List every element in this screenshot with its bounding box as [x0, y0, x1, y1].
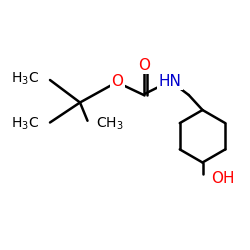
Text: OH: OH [211, 171, 235, 186]
Text: $\mathsf{H_3C}$: $\mathsf{H_3C}$ [11, 70, 39, 87]
Text: $\mathsf{CH_3}$: $\mathsf{CH_3}$ [96, 116, 124, 132]
Text: HN: HN [158, 74, 182, 89]
Text: $\mathsf{H_3C}$: $\mathsf{H_3C}$ [11, 116, 39, 132]
Text: O: O [138, 58, 150, 72]
Text: O: O [112, 74, 124, 89]
